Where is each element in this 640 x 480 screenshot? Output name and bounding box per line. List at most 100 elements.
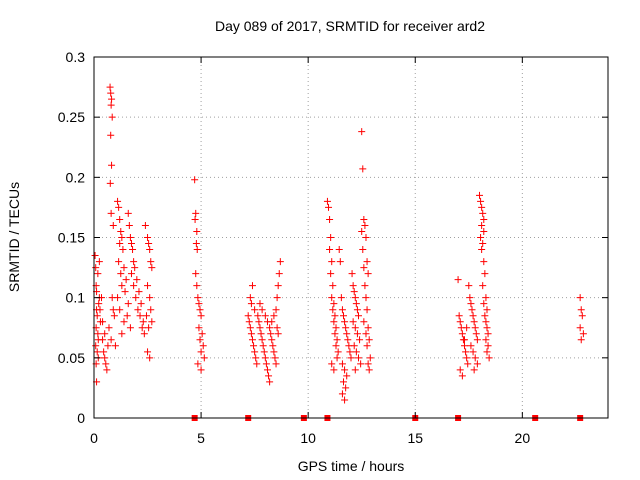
- data-point: [478, 246, 486, 254]
- data-point: [360, 215, 368, 223]
- data-point: [134, 306, 142, 314]
- data-point: [473, 336, 481, 344]
- data-point: [245, 318, 253, 326]
- data-point: [119, 246, 127, 254]
- data-point: [360, 264, 368, 272]
- data-point: [274, 282, 282, 290]
- data-point: [140, 330, 148, 338]
- data-point: [256, 300, 264, 308]
- data-point: [364, 360, 372, 368]
- data-point: [456, 366, 464, 374]
- data-point: [351, 366, 359, 374]
- data-point: [132, 294, 140, 302]
- data-point: [251, 306, 259, 314]
- data-point: [352, 348, 360, 356]
- data-point: [197, 366, 205, 374]
- data-point: [106, 179, 114, 187]
- data-point: [197, 348, 205, 356]
- data-point: [114, 294, 122, 302]
- data-point: [93, 348, 101, 356]
- data-point: [479, 282, 487, 290]
- data-point: [577, 306, 585, 314]
- x-axis-label: GPS time / hours: [298, 458, 405, 474]
- data-point: [259, 342, 267, 350]
- data-point: [463, 324, 471, 332]
- data-point: [351, 324, 359, 332]
- data-point: [193, 227, 201, 235]
- data-point: [325, 203, 333, 211]
- data-point: [350, 342, 358, 350]
- data-point: [341, 318, 349, 326]
- data-point: [326, 246, 334, 254]
- data-point: [328, 360, 336, 368]
- data-point: [261, 354, 269, 362]
- data-point: [344, 336, 352, 344]
- data-point: [336, 258, 344, 266]
- data-point: [351, 294, 359, 302]
- data-point: [247, 300, 255, 308]
- data-point: [330, 318, 338, 326]
- data-point: [271, 354, 279, 362]
- data-point: [338, 390, 346, 398]
- data-point: [129, 246, 137, 254]
- data-point: [144, 348, 152, 356]
- data-point: [251, 348, 259, 356]
- data-point: [461, 336, 469, 344]
- data-point: [118, 234, 126, 241]
- data-point: [118, 330, 126, 338]
- data-point: [124, 300, 132, 308]
- data-point: [359, 165, 367, 173]
- data-point: [354, 312, 362, 320]
- y-tick-labels: 0 0.05 0.1 0.15 0.2 0.25 0.3: [58, 49, 85, 426]
- data-point: [146, 246, 154, 254]
- data-point: [352, 300, 360, 308]
- data-point: [116, 306, 124, 314]
- data-point: [105, 324, 113, 332]
- data-point: [103, 366, 111, 374]
- data-point: [480, 258, 488, 266]
- data-point: [480, 215, 488, 223]
- data-point: [469, 348, 477, 356]
- data-point: [148, 318, 156, 326]
- data-point: [483, 348, 491, 356]
- data-point: [99, 318, 107, 326]
- data-point: [126, 234, 134, 241]
- data-point: [338, 306, 346, 314]
- data-point: [276, 258, 284, 266]
- data-point: [365, 336, 373, 344]
- data-point: [254, 312, 262, 320]
- data-point: [116, 215, 124, 223]
- data-point: [333, 354, 341, 362]
- data-point: [91, 252, 99, 260]
- data-point: [362, 294, 370, 302]
- data-point: [197, 312, 205, 320]
- data-point: [195, 300, 203, 308]
- data-point: [482, 294, 490, 302]
- data-point: [192, 209, 200, 217]
- data-point: [327, 270, 335, 278]
- data-point: [365, 366, 373, 374]
- data-point: [347, 354, 355, 362]
- data-point: [327, 234, 335, 241]
- data-point: [127, 270, 135, 278]
- data-point: [130, 258, 138, 266]
- data-point: [465, 282, 473, 290]
- data-point: [363, 258, 371, 266]
- data-point: [273, 324, 281, 332]
- data-point: [473, 360, 481, 368]
- data-point: [244, 312, 252, 320]
- data-point: [260, 348, 268, 356]
- data-point: [357, 360, 365, 368]
- data-point: [252, 354, 260, 362]
- data-point: [255, 318, 263, 326]
- data-point: [366, 354, 374, 362]
- data-point: [458, 330, 466, 338]
- data-point: [273, 294, 281, 302]
- data-point: [247, 330, 255, 338]
- grid: [94, 57, 608, 418]
- data-point: [146, 294, 154, 302]
- data-point: [350, 288, 358, 296]
- data-point: [343, 330, 351, 338]
- data-point: [192, 270, 200, 278]
- data-point: [258, 306, 266, 314]
